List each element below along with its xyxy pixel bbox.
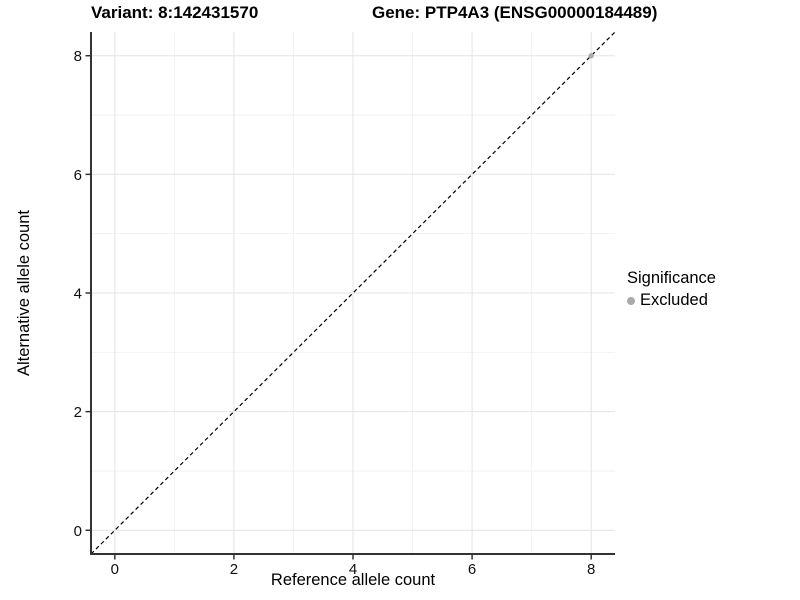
plot-title-gene: Gene: PTP4A3 (ENSG00000184489) — [372, 3, 658, 22]
x-tick-label: 6 — [468, 561, 476, 578]
y-axis-title: Alternative allele count — [15, 210, 33, 377]
legend: Significance Excluded — [627, 269, 716, 310]
excluded-point-icon — [627, 296, 635, 305]
legend-title: Significance — [627, 269, 716, 287]
identity-reference-line — [90, 31, 616, 555]
data-point-excluded — [588, 53, 594, 59]
y-tick-label: 2 — [74, 404, 82, 421]
x-tick-label: 2 — [230, 561, 238, 578]
plot-title-variant: Variant: 8:142431570 — [91, 3, 259, 22]
x-axis-title: Reference allele count — [270, 571, 436, 589]
y-tick-label: 4 — [74, 286, 82, 303]
legend-item-label: Excluded — [640, 291, 708, 309]
x-tick-label: 0 — [111, 561, 119, 578]
legend-item-excluded: Excluded — [627, 291, 716, 310]
y-tick-label: 8 — [74, 48, 82, 65]
x-tick-label: 8 — [587, 561, 595, 578]
y-tick-label: 0 — [74, 523, 82, 540]
x-tick-label: 4 — [349, 561, 357, 578]
y-tick-label: 6 — [74, 167, 82, 184]
